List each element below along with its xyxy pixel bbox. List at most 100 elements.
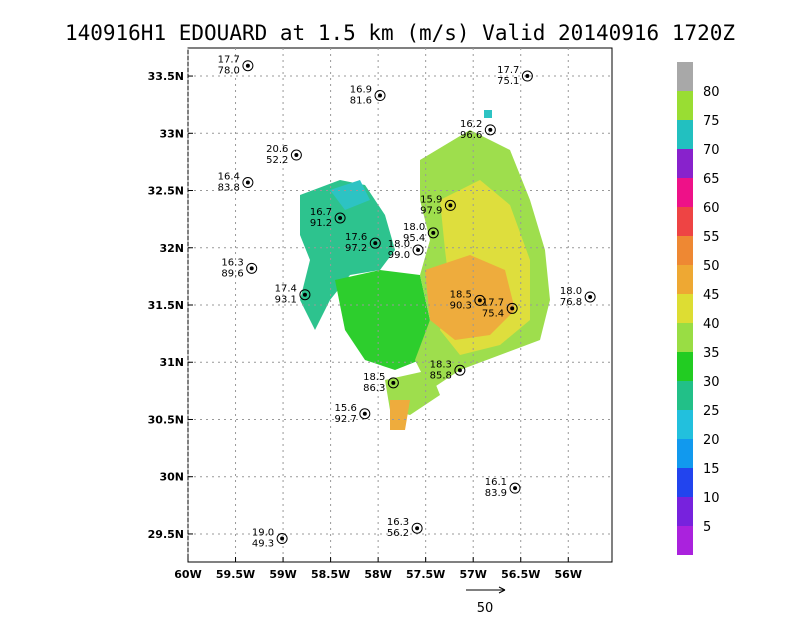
colorbar-box bbox=[677, 323, 693, 352]
station bbox=[412, 244, 424, 256]
station-label: 16.7 bbox=[310, 207, 332, 218]
colorbar-label: 50 bbox=[703, 259, 720, 274]
colorbar-label: 35 bbox=[703, 346, 720, 361]
station-label: 15.6 bbox=[335, 403, 357, 414]
station-label: 95.4 bbox=[403, 233, 425, 244]
station-center bbox=[373, 241, 378, 246]
station bbox=[387, 377, 399, 389]
swath bbox=[330, 180, 370, 210]
station-center bbox=[280, 536, 285, 541]
colorbar-box bbox=[677, 352, 693, 381]
y-tick-label: 30.5N bbox=[148, 413, 184, 426]
station-center bbox=[245, 63, 250, 68]
station-label: 19.0 bbox=[252, 528, 274, 539]
station-center bbox=[488, 127, 493, 132]
station-label: 56.2 bbox=[387, 528, 409, 539]
station-label: 97.9 bbox=[420, 205, 442, 216]
station-center bbox=[302, 292, 307, 297]
colorbar-label: 60 bbox=[703, 201, 720, 216]
station-label: 17.7 bbox=[218, 55, 240, 66]
y-tick-label: 29.5N bbox=[148, 528, 184, 541]
station-center bbox=[378, 93, 383, 98]
colorbar-box bbox=[677, 265, 693, 294]
station bbox=[427, 227, 439, 239]
colorbar-label: 45 bbox=[703, 288, 720, 303]
station-label: 18.5 bbox=[363, 372, 385, 383]
station bbox=[299, 289, 311, 301]
wind-swaths bbox=[300, 110, 550, 430]
scale-label: 50 bbox=[477, 601, 494, 616]
station bbox=[334, 212, 346, 224]
station-center bbox=[525, 74, 530, 79]
colorbar-box bbox=[677, 178, 693, 207]
station bbox=[509, 482, 521, 494]
swath bbox=[300, 180, 395, 330]
swath bbox=[335, 270, 430, 370]
x-tick-label: 59.5W bbox=[216, 568, 255, 581]
colorbar-label: 20 bbox=[703, 433, 720, 448]
y-tick-label: 32.5N bbox=[148, 185, 184, 198]
station-center bbox=[338, 215, 343, 220]
colorbar-box bbox=[677, 526, 693, 555]
station-center bbox=[415, 526, 420, 531]
station-label: 96.6 bbox=[460, 130, 482, 141]
station-center bbox=[510, 306, 515, 311]
station-center bbox=[513, 486, 518, 491]
station bbox=[506, 302, 518, 314]
station-label: 16.1 bbox=[485, 477, 507, 488]
station bbox=[484, 124, 496, 136]
y-tick-label: 33.5N bbox=[148, 70, 184, 83]
station-label: 93.1 bbox=[275, 295, 297, 306]
title: 140916H1 EDOUARD at 1.5 km (m/s) Valid 2… bbox=[65, 21, 735, 45]
station-center bbox=[362, 411, 367, 416]
station-label: 76.8 bbox=[560, 297, 582, 308]
station-label: 75.1 bbox=[497, 76, 519, 87]
colorbar-box bbox=[677, 207, 693, 236]
station-label: 85.8 bbox=[430, 370, 452, 381]
station-label: 18.3 bbox=[430, 359, 452, 370]
y-tick-label: 30N bbox=[159, 471, 184, 484]
station-label: 90.3 bbox=[450, 300, 472, 311]
station bbox=[454, 364, 466, 376]
colorbar-box bbox=[677, 439, 693, 468]
colorbar-label: 5 bbox=[703, 520, 711, 535]
station-label: 17.7 bbox=[497, 65, 519, 76]
colorbar-label: 10 bbox=[703, 491, 720, 506]
station-center bbox=[588, 294, 593, 299]
station bbox=[290, 149, 302, 161]
colorbar-box bbox=[677, 497, 693, 526]
station-label: 97.2 bbox=[345, 243, 367, 254]
station-label: 99.0 bbox=[388, 250, 410, 261]
colorbar-box bbox=[677, 410, 693, 439]
station-label: 83.9 bbox=[485, 488, 507, 499]
colorbar-box bbox=[677, 468, 693, 497]
station bbox=[374, 90, 386, 102]
station-label: 78.0 bbox=[218, 66, 240, 77]
station-center bbox=[431, 230, 436, 235]
scale-arrow-head bbox=[498, 586, 506, 594]
colorbar-box bbox=[677, 91, 693, 120]
colorbar-box bbox=[677, 149, 693, 178]
colorbar-label: 25 bbox=[703, 404, 720, 419]
colorbar-label: 55 bbox=[703, 230, 720, 245]
station-label: 18.0 bbox=[403, 222, 425, 233]
station bbox=[474, 294, 486, 306]
station-center bbox=[457, 368, 462, 373]
colorbar-label: 70 bbox=[703, 143, 720, 158]
x-tick-label: 56W bbox=[555, 568, 582, 581]
station-center bbox=[391, 380, 396, 385]
station bbox=[242, 177, 254, 189]
x-tick-label: 57W bbox=[459, 568, 486, 581]
station-label: 52.2 bbox=[266, 155, 288, 166]
swath bbox=[484, 110, 492, 118]
station bbox=[444, 199, 456, 211]
y-tick-label: 33N bbox=[159, 127, 184, 140]
station bbox=[369, 237, 381, 249]
swath bbox=[425, 255, 515, 340]
colorbar-box bbox=[677, 120, 693, 149]
station-label: 16.3 bbox=[387, 517, 409, 528]
station-label: 81.6 bbox=[350, 96, 372, 107]
x-tick-label: 57.5W bbox=[406, 568, 445, 581]
vector-scale: 50 bbox=[466, 586, 506, 616]
